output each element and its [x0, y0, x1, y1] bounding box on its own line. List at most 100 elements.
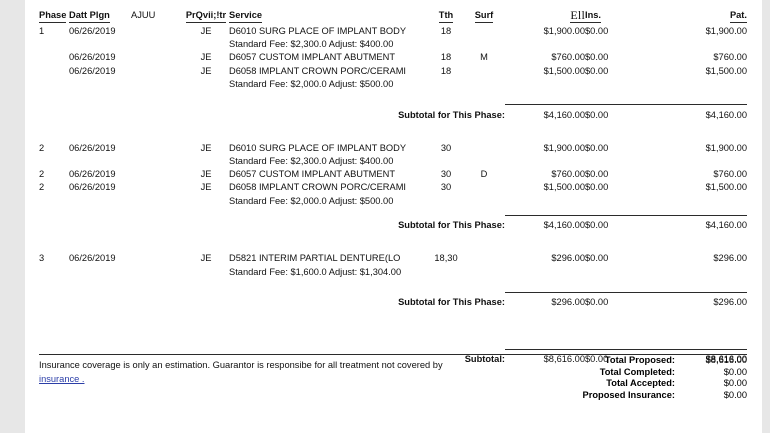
subtotal-patient: $4,160.00: [705, 220, 747, 231]
column-header-ajuu: AJUU: [131, 10, 156, 20]
subtotal-patient: $4,160.00: [705, 109, 747, 120]
total-completed-label: Total Completed:: [599, 366, 675, 377]
cell-provider: JE: [200, 182, 212, 193]
cell-date: 06/26/2019: [69, 169, 116, 180]
table-row: 2 06/26/2019 JE D6057 CUSTOM IMPLANT ABU…: [39, 168, 747, 181]
cell-surface: [463, 25, 505, 38]
cell-date: 06/26/2019: [69, 52, 116, 63]
column-header-surface: Surf: [474, 9, 494, 23]
subtotal-rule: [39, 291, 747, 294]
subtotal-rule: [39, 214, 747, 217]
column-header-phase: Phase: [39, 9, 67, 23]
page-right-gutter: [762, 0, 770, 433]
subtotal-estimate: $296.00: [551, 297, 585, 308]
row-spacer: [39, 208, 747, 216]
total-accepted-value: $0.00: [723, 378, 747, 389]
cell-tooth: 18: [440, 65, 452, 76]
subtotal-insurance: $0.00: [585, 220, 609, 231]
totals-summary: Total Proposed: $8,616.00 Total Complete…: [583, 355, 747, 401]
cell-ajuu: [131, 25, 183, 38]
document-footer: Insurance coverage is only an estimation…: [39, 354, 747, 400]
cell-phase: 1: [39, 26, 45, 36]
cell-ajuu: [131, 51, 183, 64]
cell-fee-note: Standard Fee: $2,000.0 Adjust: $500.00: [229, 195, 394, 206]
cell-date: 06/26/2019: [69, 26, 116, 36]
cell-estimate: $1,500.00: [543, 182, 585, 193]
cell-service: D5821 INTERIM PARTIAL DENTURE(LO: [229, 253, 401, 264]
table-note-row: Standard Fee: $2,300.0 Adjust: $400.00: [39, 38, 747, 51]
grand-subtotal-rule: [39, 348, 747, 351]
total-completed-value: $0.00: [723, 366, 747, 377]
cell-estimate: $1,900.00: [543, 142, 585, 153]
table-row: 1 06/26/2019 JE D6010 SURG PLACE OF IMPL…: [39, 25, 747, 38]
phase-subtotal-row: Subtotal for This Phase: $296.00 $0.00 $…: [39, 293, 747, 309]
row-spacer: [39, 91, 747, 105]
column-header-insurance: Ins.: [585, 9, 602, 23]
cell-insurance: $0.00: [585, 182, 609, 193]
cell-provider: JE: [200, 65, 212, 76]
proposed-insurance-value: $0.00: [723, 389, 747, 400]
cell-insurance: $0.00: [585, 26, 609, 36]
cell-estimate: $760.00: [551, 169, 585, 180]
cell-surface: [463, 181, 505, 194]
cell-estimate: $1,900.00: [543, 26, 585, 36]
row-spacer: [39, 279, 747, 293]
row-spacer: [39, 245, 747, 252]
insurance-disclaimer: Insurance coverage is only an estimation…: [39, 355, 494, 386]
grand-subtotal-estimate: $8,616.00: [543, 354, 585, 365]
cell-tooth: 30: [440, 169, 452, 180]
cell-provider: JE: [200, 253, 212, 264]
cell-provider: JE: [200, 169, 212, 180]
footer-divider: [39, 354, 747, 355]
row-spacer: [39, 122, 747, 135]
subtotal-label: Subtotal for This Phase:: [398, 109, 505, 120]
table-row: 3 06/26/2019 JE D5821 INTERIM PARTIAL DE…: [39, 252, 747, 265]
cell-surface: [463, 252, 505, 265]
grand-subtotal-insurance: $0.00: [585, 354, 609, 365]
cell-estimate: $296.00: [551, 253, 585, 264]
cell-insurance: $0.00: [585, 65, 609, 76]
cell-insurance: $0.00: [585, 52, 609, 63]
cell-ajuu: [131, 168, 183, 181]
subtotal-insurance: $0.00: [585, 297, 609, 308]
cell-insurance: $0.00: [585, 142, 609, 153]
column-header-service: Service: [229, 9, 263, 23]
cell-tooth: 18: [440, 26, 452, 36]
cell-phase: 3: [39, 253, 45, 264]
cell-surface: M: [480, 52, 488, 63]
cell-fee-note: Standard Fee: $2,300.0 Adjust: $400.00: [229, 39, 394, 50]
cell-date: 06/26/2019: [69, 142, 116, 153]
subtotal-label: Subtotal for This Phase:: [398, 220, 505, 231]
column-header-provider: PrQvii;!tr: [185, 9, 227, 23]
cell-phase: 2: [39, 182, 45, 193]
cell-date: 06/26/2019: [69, 182, 116, 193]
treatment-plan-table: Phase Datt Plgn AJUU PrQvii;!tr Service …: [39, 9, 747, 366]
cell-fee-note: Standard Fee: $1,600.0 Adjust: $1,304.00: [229, 266, 402, 277]
cell-service: D6010 SURG PLACE OF IMPLANT BODY: [229, 142, 407, 153]
cell-date: 06/26/2019: [69, 253, 116, 264]
cell-estimate: $760.00: [551, 52, 585, 63]
cell-phase: [39, 51, 69, 64]
grand-subtotal-row: Subtotal: $8,616.00 $0.00 $8,616.00: [39, 350, 747, 366]
treatment-plan-page: Phase Datt Plgn AJUU PrQvii;!tr Service …: [25, 0, 762, 433]
grand-subtotal-label: Subtotal:: [464, 354, 505, 365]
column-header-tooth: Tth: [438, 9, 454, 23]
cell-estimate: $1,500.00: [543, 65, 585, 76]
total-row: Total Completed: $0.00: [583, 367, 747, 379]
cell-patient: $760.00: [713, 169, 747, 180]
table-note-row: Standard Fee: $2,300.0 Adjust: $400.00: [39, 155, 747, 168]
grand-subtotal-patient: $8,616.00: [705, 354, 747, 365]
cell-fee-note: Standard Fee: $2,300.0 Adjust: $400.00: [229, 155, 394, 166]
table-note-row: Standard Fee: $2,000.0 Adjust: $500.00: [39, 195, 747, 208]
cell-surface: [463, 65, 505, 78]
column-header-date-plan: Datt Plgn: [69, 9, 110, 23]
insurance-link[interactable]: insurance .: [39, 373, 85, 384]
cell-tooth: 18,30: [434, 253, 458, 264]
cell-patient: $1,500.00: [705, 182, 747, 193]
table-row: 2 06/26/2019 JE D6010 SURG PLACE OF IMPL…: [39, 142, 747, 155]
cell-surface: D: [480, 169, 488, 180]
cell-ajuu: [131, 142, 183, 155]
cell-patient: $1,900.00: [705, 26, 747, 36]
cell-tooth: 30: [440, 142, 452, 153]
